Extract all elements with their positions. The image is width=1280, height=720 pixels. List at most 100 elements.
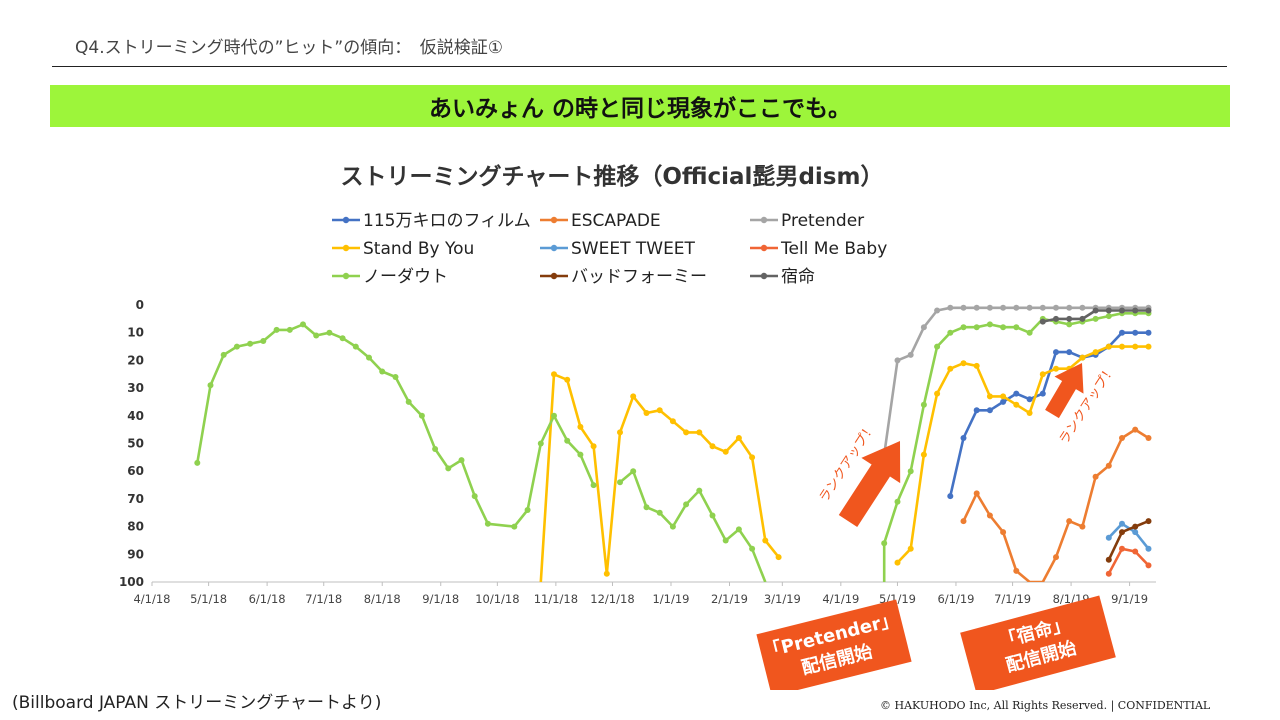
series-宿命-point <box>1066 315 1073 322</box>
legend-marker <box>342 244 350 252</box>
series-ノーダウト-point <box>564 437 571 444</box>
series-115万キロのフィルム-point <box>973 407 980 414</box>
series-ノーダウト-point <box>1013 324 1020 331</box>
series-ノーダウト-point <box>1026 329 1033 336</box>
x-tick-label: 6/1/18 <box>249 592 286 606</box>
series-バッドフォーミー-point <box>1119 529 1125 536</box>
series-ノーダウト-point <box>590 482 597 489</box>
series-ノーダウト-point <box>947 329 954 336</box>
series-escapade-point <box>1092 473 1099 480</box>
callout-pretender-release-box <box>756 599 912 690</box>
series-ノーダウト-point <box>326 329 333 336</box>
series-ノーダウト-point <box>432 446 439 452</box>
series-stand-by-you-point <box>1039 371 1046 378</box>
series-stand-by-you-point <box>894 559 901 566</box>
series-ノーダウト-point <box>445 465 452 472</box>
series-ノーダウト-point <box>471 493 478 500</box>
legend-marker <box>550 244 558 252</box>
series-stand-by-you-point <box>749 454 756 461</box>
series-sweet-tweet-point <box>1119 520 1125 527</box>
series-stand-by-you-point <box>1105 343 1112 350</box>
series-ノーダウト-point <box>920 401 927 408</box>
x-tick-label: 8/1/18 <box>364 592 401 606</box>
series-ノーダウト-point <box>352 343 359 350</box>
series-stand-by-you-point <box>1092 349 1099 356</box>
series-ノーダウト-point <box>696 487 703 494</box>
series-ノーダウト-point <box>973 324 980 331</box>
series-ノーダウト-point <box>511 523 518 530</box>
series-stand-by-you-point <box>551 371 557 378</box>
series-pretender-point <box>1079 304 1086 311</box>
x-tick-label: 3/1/19 <box>764 592 801 606</box>
x-tick-label: 6/1/19 <box>937 592 974 606</box>
series-escapade-point <box>1145 435 1152 441</box>
series-ノーダウト-point <box>392 374 399 380</box>
legend-label: 宿命 <box>781 267 815 287</box>
series-ノーダウト-point <box>894 498 901 505</box>
legend-label: 115万キロのフィルム <box>363 211 531 231</box>
series-pretender-point <box>947 304 954 311</box>
series-stand-by-you-point <box>564 376 571 383</box>
legend-marker <box>760 244 768 252</box>
series-ノーダウト-line <box>196 323 595 528</box>
series-宿命-point <box>1145 307 1152 314</box>
series-stand-by-you-point <box>577 423 584 430</box>
series-ノーダウト-point <box>735 526 742 533</box>
series-escapade-point <box>1079 523 1086 530</box>
y-tick-label: 70 <box>127 492 144 506</box>
series-pretender-point <box>1013 304 1020 311</box>
series-stand-by-you-point <box>1013 401 1020 408</box>
page-title: Q4.ストリーミング時代の”ヒット”の傾向： 仮説検証① <box>75 38 503 58</box>
copyright-notice: © HAKUHODO Inc, All Rights Reserved. | C… <box>880 699 1211 712</box>
series-ノーダウト-line <box>619 469 767 582</box>
x-tick-label: 4/1/19 <box>822 592 859 606</box>
series-stand-by-you-point <box>1079 354 1086 361</box>
series-stand-by-you-point <box>656 407 663 414</box>
series-ノーダウト-point <box>458 457 465 464</box>
y-tick-label: 0 <box>136 298 144 312</box>
series-ノーダウト-line <box>882 312 1149 582</box>
x-tick-label: 12/1/18 <box>590 592 634 606</box>
series-stand-by-you-point <box>603 570 610 577</box>
x-tick-label: 2/1/19 <box>711 592 748 606</box>
legend-label: Pretender <box>781 211 864 231</box>
x-tick-label: 9/1/19 <box>1111 592 1148 606</box>
series-115万キロのフィルム-point <box>1039 390 1046 397</box>
series-ノーダウト-point <box>683 501 690 508</box>
series-tell-me-baby-point <box>1105 570 1112 577</box>
series-stand-by-you-point <box>669 418 676 425</box>
x-tick-label: 10/1/18 <box>475 592 519 606</box>
legend-label: SWEET TWEET <box>571 239 696 259</box>
legend-marker <box>760 272 768 280</box>
series-115万キロのフィルム-point <box>1145 329 1152 336</box>
series-バッドフォーミー-point <box>1145 518 1152 525</box>
series-115万キロのフィルム-point <box>1132 329 1139 336</box>
y-tick-label: 40 <box>127 409 144 423</box>
series-pretender-point <box>920 324 927 331</box>
callout-pretender-release: 「Pretender」配信開始 <box>756 599 912 690</box>
legend-marker <box>550 272 558 280</box>
series-pretender-point <box>1053 304 1059 311</box>
x-tick-label: 7/1/19 <box>994 592 1031 606</box>
streaming-chart: ストリーミングチャート推移（Official髭男dism） 115万キロのフィルム… <box>119 163 1156 690</box>
series-宿命-point <box>1092 307 1099 314</box>
series-stand-by-you-point <box>735 435 742 441</box>
series-stand-by-you-point <box>920 451 927 458</box>
series-escapade-point <box>973 490 980 497</box>
series-stand-by-you-point <box>722 448 729 455</box>
series-stand-by-you-point <box>1026 410 1033 416</box>
series-ノーダウト-point <box>379 368 386 375</box>
series-115万キロのフィルム-point <box>1000 398 1007 405</box>
series-ノーダウト-point <box>418 412 425 419</box>
source-note: (Billboard JAPAN ストリーミングチャートより) <box>12 693 382 713</box>
series-ノーダウト-point <box>313 332 320 339</box>
series-ノーダウト-point <box>630 468 637 475</box>
series-ノーダウト-point <box>405 398 412 405</box>
series-115万キロのフィルム-point <box>1066 349 1073 356</box>
series-pretender-point <box>1066 304 1073 311</box>
series-stand-by-you-point <box>683 429 690 436</box>
legend-marker <box>760 216 768 224</box>
series-ノーダウト-point <box>247 340 254 347</box>
series-stand-by-you-point <box>775 554 782 561</box>
series-pretender-point <box>973 304 980 311</box>
